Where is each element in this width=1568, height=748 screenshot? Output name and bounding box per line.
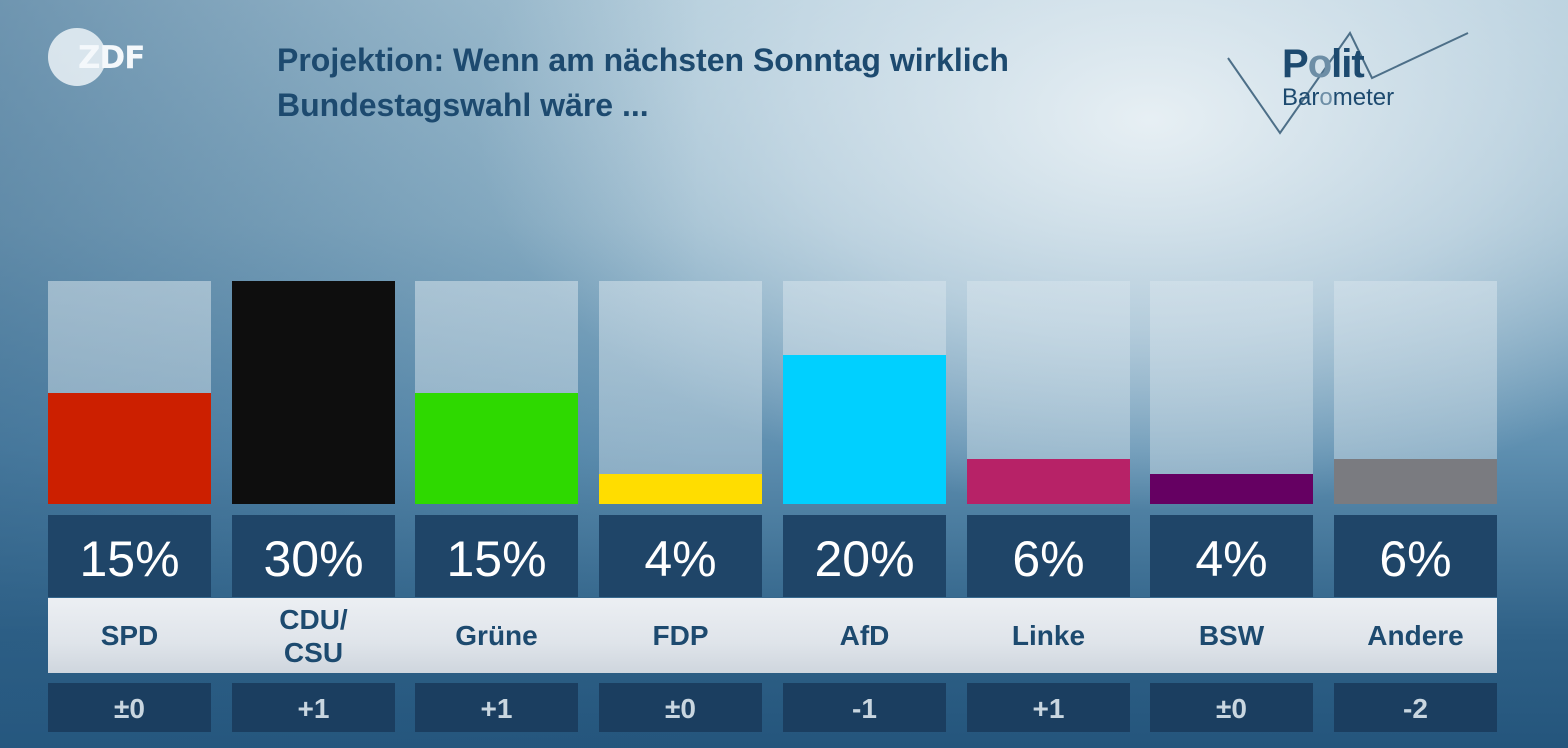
bar-fdp	[599, 474, 762, 504]
bar-bsw	[1150, 474, 1313, 504]
value-label-cdu-csu: 30%	[232, 515, 395, 597]
party-label-gr-ne: Grüne	[455, 620, 538, 651]
change-label-linke: +1	[967, 683, 1130, 732]
zdf-logo: ZDF	[48, 28, 158, 88]
bar-linke	[967, 459, 1130, 504]
bar-gr-ne	[415, 392, 578, 504]
party-label-andere: Andere	[1367, 620, 1464, 651]
politbarometer-logo-polit: Polit	[1282, 42, 1365, 86]
party-label-linke: Linke	[1011, 620, 1086, 651]
zdf-logo-text: ZDF	[78, 40, 145, 76]
bar-track-bsw	[1150, 281, 1313, 504]
bar-track-fdp	[599, 281, 762, 504]
change-label-bsw: ±0	[1150, 683, 1313, 732]
politbarometer-logo: Polit Barometer	[1225, 28, 1475, 138]
chart-title-line1: Projektion: Wenn am nächsten Sonntag wir…	[277, 42, 1009, 78]
bar-track-linke	[967, 281, 1130, 504]
bar-track-gr-ne	[415, 281, 578, 504]
value-label-afd: 20%	[783, 515, 946, 597]
party-label-bsw: BSW	[1198, 620, 1265, 651]
zigzag-line-icon	[1227, 31, 1469, 135]
politbarometer-logo-barometer: Barometer	[1282, 84, 1395, 111]
change-label-gr-ne: +1	[415, 683, 578, 732]
zdf-logo-circle	[48, 28, 106, 86]
party-label-afd: AfD	[839, 620, 890, 651]
change-label-fdp: ±0	[599, 683, 762, 732]
bar-track-andere	[1334, 281, 1497, 504]
party-label-cdu-csu: CDU/CSU	[279, 603, 348, 668]
value-label-spd: 15%	[48, 515, 211, 597]
change-label-spd: ±0	[48, 683, 211, 732]
chart-title-line2: Bundestagswahl wäre ...	[277, 87, 649, 123]
value-label-bsw: 4%	[1150, 515, 1313, 597]
chart-title: Projektion: Wenn am nächsten Sonntag wir…	[277, 38, 1177, 128]
party-label-fdp: FDP	[652, 620, 709, 651]
bar-spd	[48, 392, 211, 504]
value-label-gr-ne: 15%	[415, 515, 578, 597]
bar-andere	[1334, 459, 1497, 504]
change-label-cdu-csu: +1	[232, 683, 395, 732]
value-label-andere: 6%	[1334, 515, 1497, 597]
bar-track-spd	[48, 281, 211, 504]
bar-track-afd	[783, 281, 946, 504]
bar-cdu-csu	[232, 281, 395, 504]
change-label-afd: -1	[783, 683, 946, 732]
party-label-strip	[48, 598, 1497, 673]
value-label-fdp: 4%	[599, 515, 762, 597]
party-label-spd: SPD	[100, 620, 159, 651]
bar-afd	[783, 355, 946, 504]
bar-track-cdu-csu	[232, 281, 395, 504]
change-label-andere: -2	[1334, 683, 1497, 732]
value-label-linke: 6%	[967, 515, 1130, 597]
